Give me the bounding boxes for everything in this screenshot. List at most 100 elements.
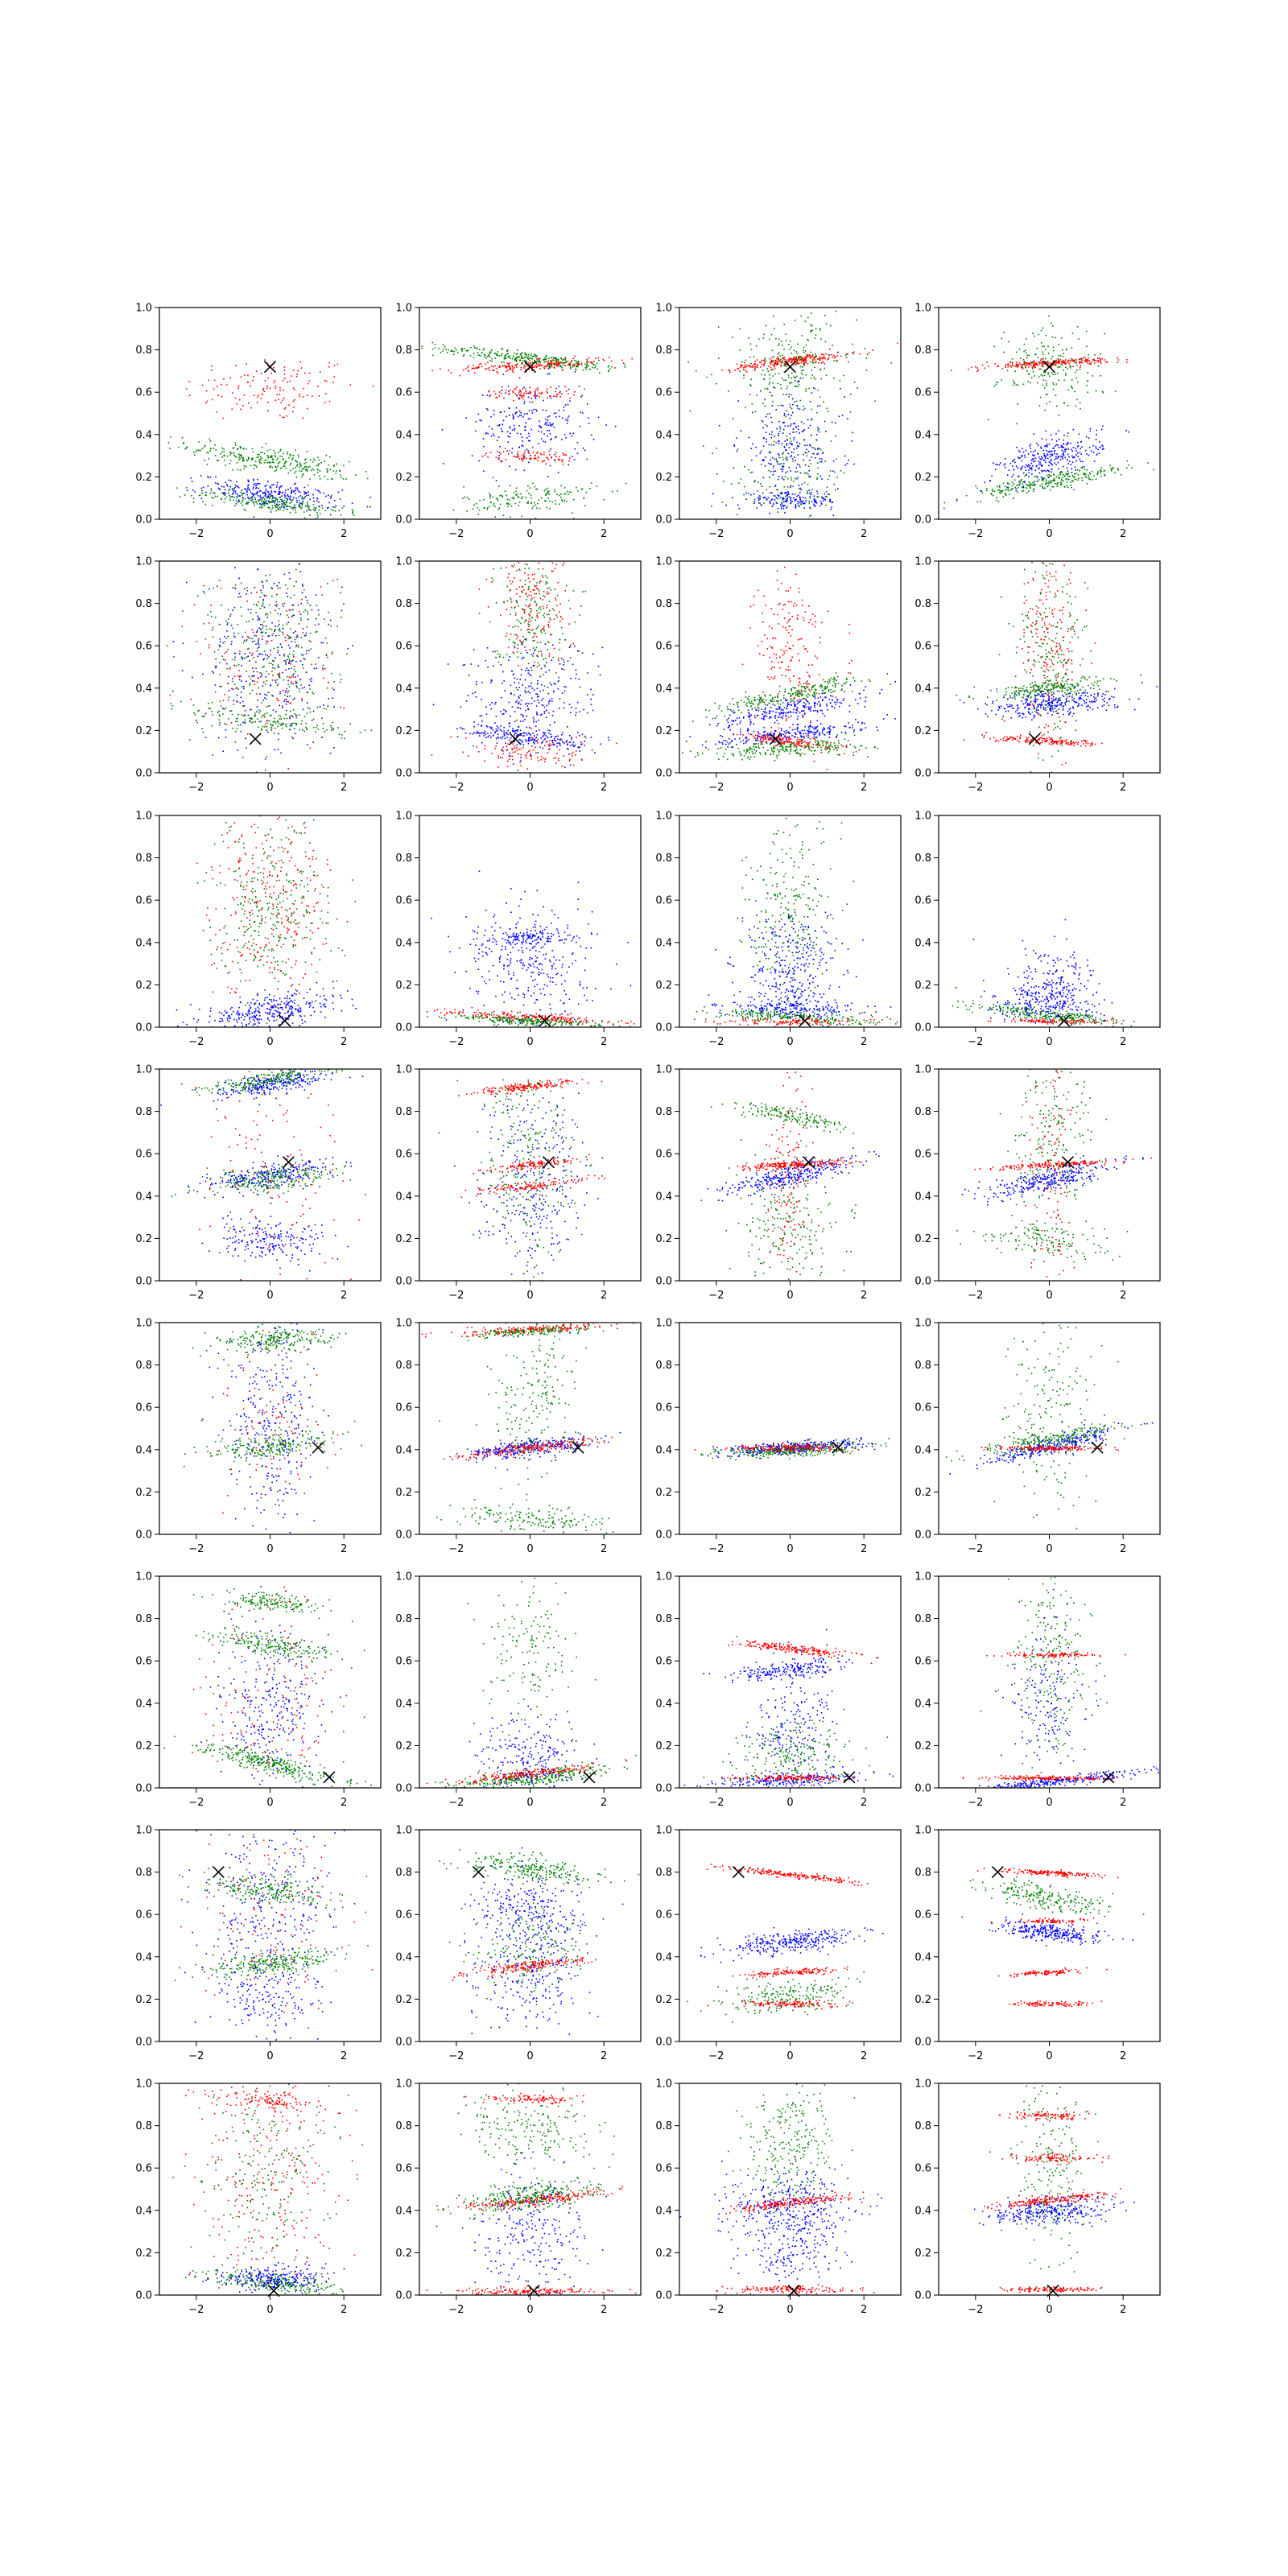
point: [269, 604, 270, 606]
point: [811, 418, 813, 420]
point: [535, 457, 537, 459]
point: [815, 500, 817, 502]
point: [805, 357, 807, 358]
y-tick-label: 0.6: [914, 387, 931, 399]
point: [229, 615, 231, 617]
point: [283, 602, 286, 605]
point: [502, 365, 504, 367]
point: [1060, 471, 1062, 473]
point: [1039, 463, 1042, 465]
point: [799, 432, 800, 434]
point: [774, 359, 776, 361]
point: [292, 387, 295, 389]
point: [279, 486, 281, 489]
point: [768, 469, 770, 472]
point: [421, 345, 423, 347]
point: [773, 465, 774, 467]
point: [302, 498, 304, 500]
point: [763, 378, 765, 380]
point: [275, 467, 278, 469]
point: [172, 690, 174, 692]
point: [232, 680, 233, 683]
point: [778, 443, 780, 444]
point: [825, 504, 827, 506]
point: [1023, 363, 1025, 365]
point: [529, 487, 531, 489]
point: [226, 384, 228, 386]
point: [576, 363, 579, 365]
point: [527, 392, 530, 394]
point: [303, 467, 306, 469]
point: [509, 432, 511, 435]
point: [558, 362, 560, 364]
point: [270, 493, 271, 496]
point: [822, 452, 824, 453]
point: [804, 350, 807, 352]
point: [250, 708, 252, 711]
point: [817, 448, 819, 449]
point: [1095, 439, 1097, 440]
point: [823, 401, 824, 402]
point: [1023, 343, 1026, 345]
point: [779, 492, 781, 494]
point: [564, 434, 566, 436]
point: [222, 658, 225, 660]
point: [508, 390, 510, 392]
point: [251, 675, 253, 677]
point: [291, 667, 292, 669]
point: [828, 475, 830, 477]
point: [770, 433, 773, 436]
point: [1080, 440, 1082, 443]
point: [1004, 485, 1006, 487]
point: [530, 494, 532, 496]
point: [760, 464, 762, 465]
point: [736, 363, 738, 365]
point: [782, 501, 785, 503]
point: [332, 470, 335, 472]
y-tick-label: 0.4: [655, 429, 672, 441]
point: [194, 454, 196, 456]
point: [813, 505, 815, 507]
point: [463, 354, 465, 356]
point: [817, 427, 819, 429]
point: [547, 419, 549, 422]
point: [376, 348, 378, 349]
point: [522, 388, 523, 390]
point: [573, 518, 575, 519]
point: [263, 491, 266, 493]
point: [776, 460, 778, 462]
point: [990, 493, 992, 494]
point: [323, 492, 325, 494]
point: [830, 508, 832, 510]
point: [251, 448, 254, 450]
point: [779, 383, 782, 386]
point: [282, 399, 284, 401]
point: [993, 490, 996, 493]
point: [217, 487, 219, 489]
point: [270, 684, 271, 686]
point: [529, 401, 531, 403]
point: [547, 424, 550, 426]
point: [497, 351, 499, 353]
point: [291, 609, 294, 611]
point: [304, 505, 307, 507]
point: [229, 667, 231, 669]
point: [766, 413, 769, 415]
point: [498, 455, 500, 456]
point: [250, 499, 251, 502]
point: [1081, 477, 1083, 479]
point: [483, 470, 485, 473]
point: [1086, 469, 1088, 471]
point: [332, 506, 334, 508]
point: [607, 366, 609, 368]
point: [250, 678, 252, 680]
point: [775, 360, 777, 362]
point: [1064, 451, 1066, 452]
point: [1001, 490, 1003, 492]
point: [1056, 483, 1058, 485]
point: [819, 475, 821, 477]
point: [245, 497, 246, 500]
point: [1068, 460, 1071, 462]
point: [789, 382, 791, 385]
point: [181, 670, 184, 672]
